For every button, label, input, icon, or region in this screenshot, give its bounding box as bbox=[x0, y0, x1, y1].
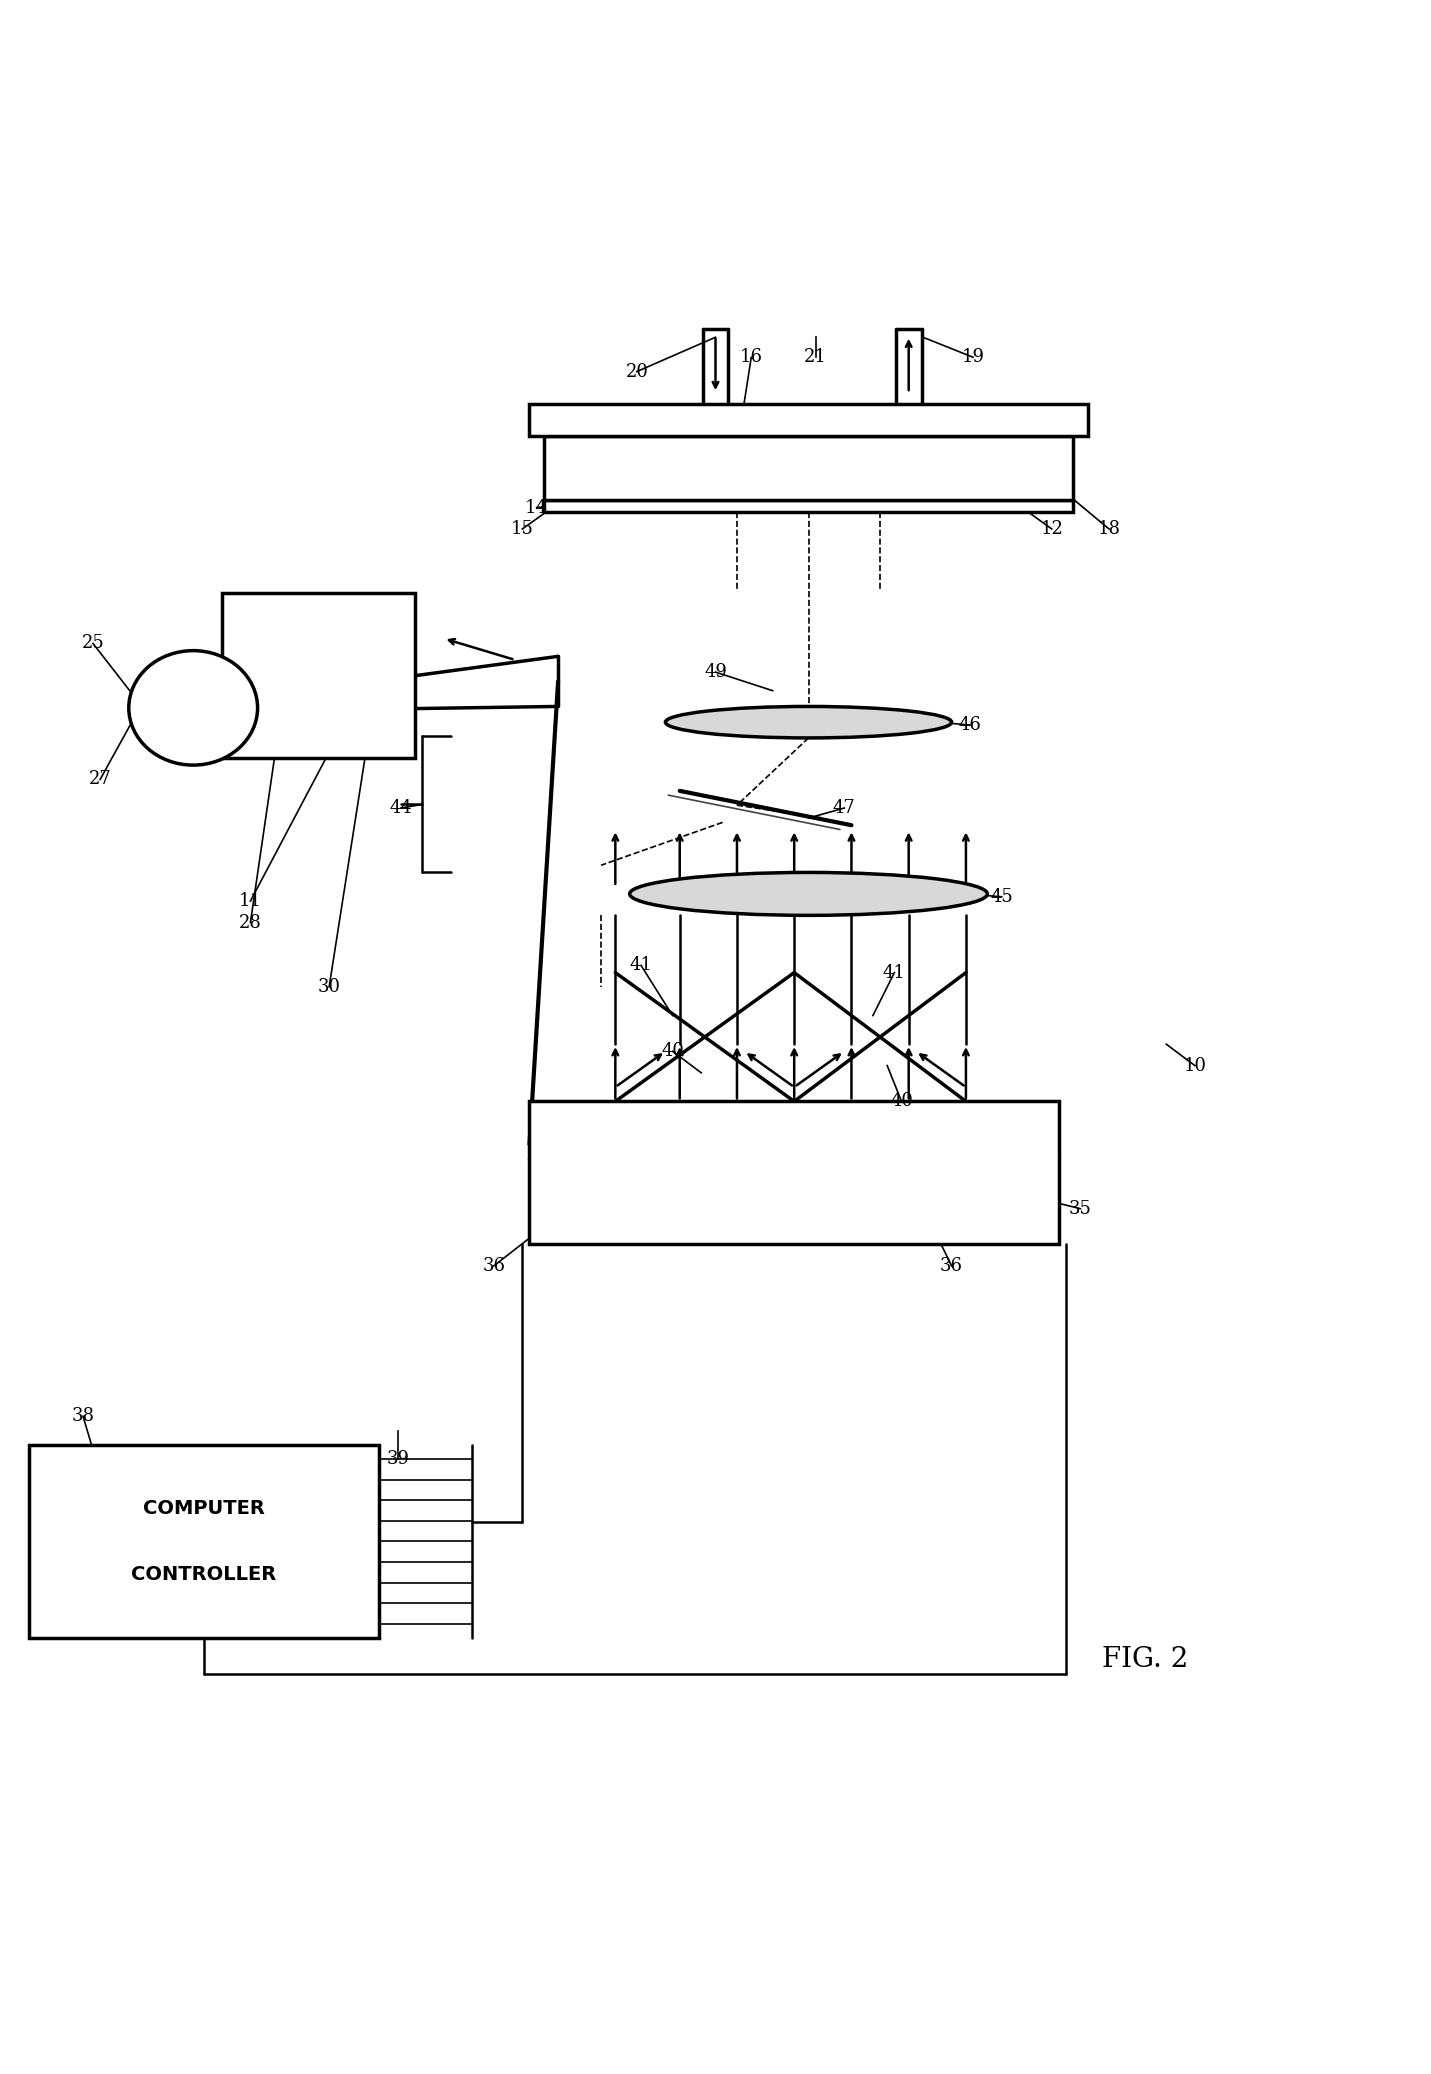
Text: 27: 27 bbox=[89, 769, 112, 788]
Text: 41: 41 bbox=[883, 964, 906, 981]
Text: 10: 10 bbox=[1183, 1056, 1206, 1074]
Ellipse shape bbox=[129, 651, 258, 765]
Text: 20: 20 bbox=[625, 363, 648, 382]
Text: 21: 21 bbox=[804, 348, 827, 367]
Text: 40: 40 bbox=[890, 1093, 913, 1110]
Text: 46: 46 bbox=[959, 716, 982, 734]
Text: 16: 16 bbox=[740, 348, 763, 367]
Bar bbox=[222, 593, 415, 757]
Text: 44: 44 bbox=[389, 798, 412, 817]
Text: 35: 35 bbox=[1069, 1199, 1092, 1217]
Text: CONTROLLER: CONTROLLER bbox=[132, 1564, 276, 1585]
Bar bbox=[529, 404, 1088, 436]
Bar bbox=[544, 500, 1073, 512]
Bar bbox=[544, 436, 1073, 500]
Text: 25: 25 bbox=[82, 635, 104, 653]
Text: 15: 15 bbox=[511, 521, 534, 537]
Text: 19: 19 bbox=[962, 348, 985, 367]
Text: 36: 36 bbox=[482, 1257, 505, 1276]
Bar bbox=[29, 1446, 379, 1638]
Text: 28: 28 bbox=[239, 913, 262, 931]
Text: 18: 18 bbox=[1098, 521, 1120, 537]
Text: 45: 45 bbox=[990, 888, 1013, 906]
Text: 36: 36 bbox=[940, 1257, 963, 1276]
Text: 38: 38 bbox=[72, 1408, 94, 1425]
Text: 49: 49 bbox=[704, 664, 727, 680]
Text: FIG. 2: FIG. 2 bbox=[1102, 1647, 1188, 1674]
Text: 26: 26 bbox=[303, 713, 326, 732]
Text: 12: 12 bbox=[1040, 521, 1063, 537]
Ellipse shape bbox=[630, 873, 987, 915]
Text: 39: 39 bbox=[386, 1450, 409, 1468]
Text: 47: 47 bbox=[833, 798, 856, 817]
Text: 14: 14 bbox=[525, 498, 548, 516]
Text: 11: 11 bbox=[239, 892, 262, 910]
Text: 30: 30 bbox=[318, 979, 341, 996]
Text: 40: 40 bbox=[661, 1043, 684, 1060]
Bar bbox=[529, 1101, 1059, 1244]
Ellipse shape bbox=[665, 707, 952, 738]
Text: COMPUTER: COMPUTER bbox=[143, 1500, 265, 1518]
Text: 41: 41 bbox=[630, 956, 653, 975]
